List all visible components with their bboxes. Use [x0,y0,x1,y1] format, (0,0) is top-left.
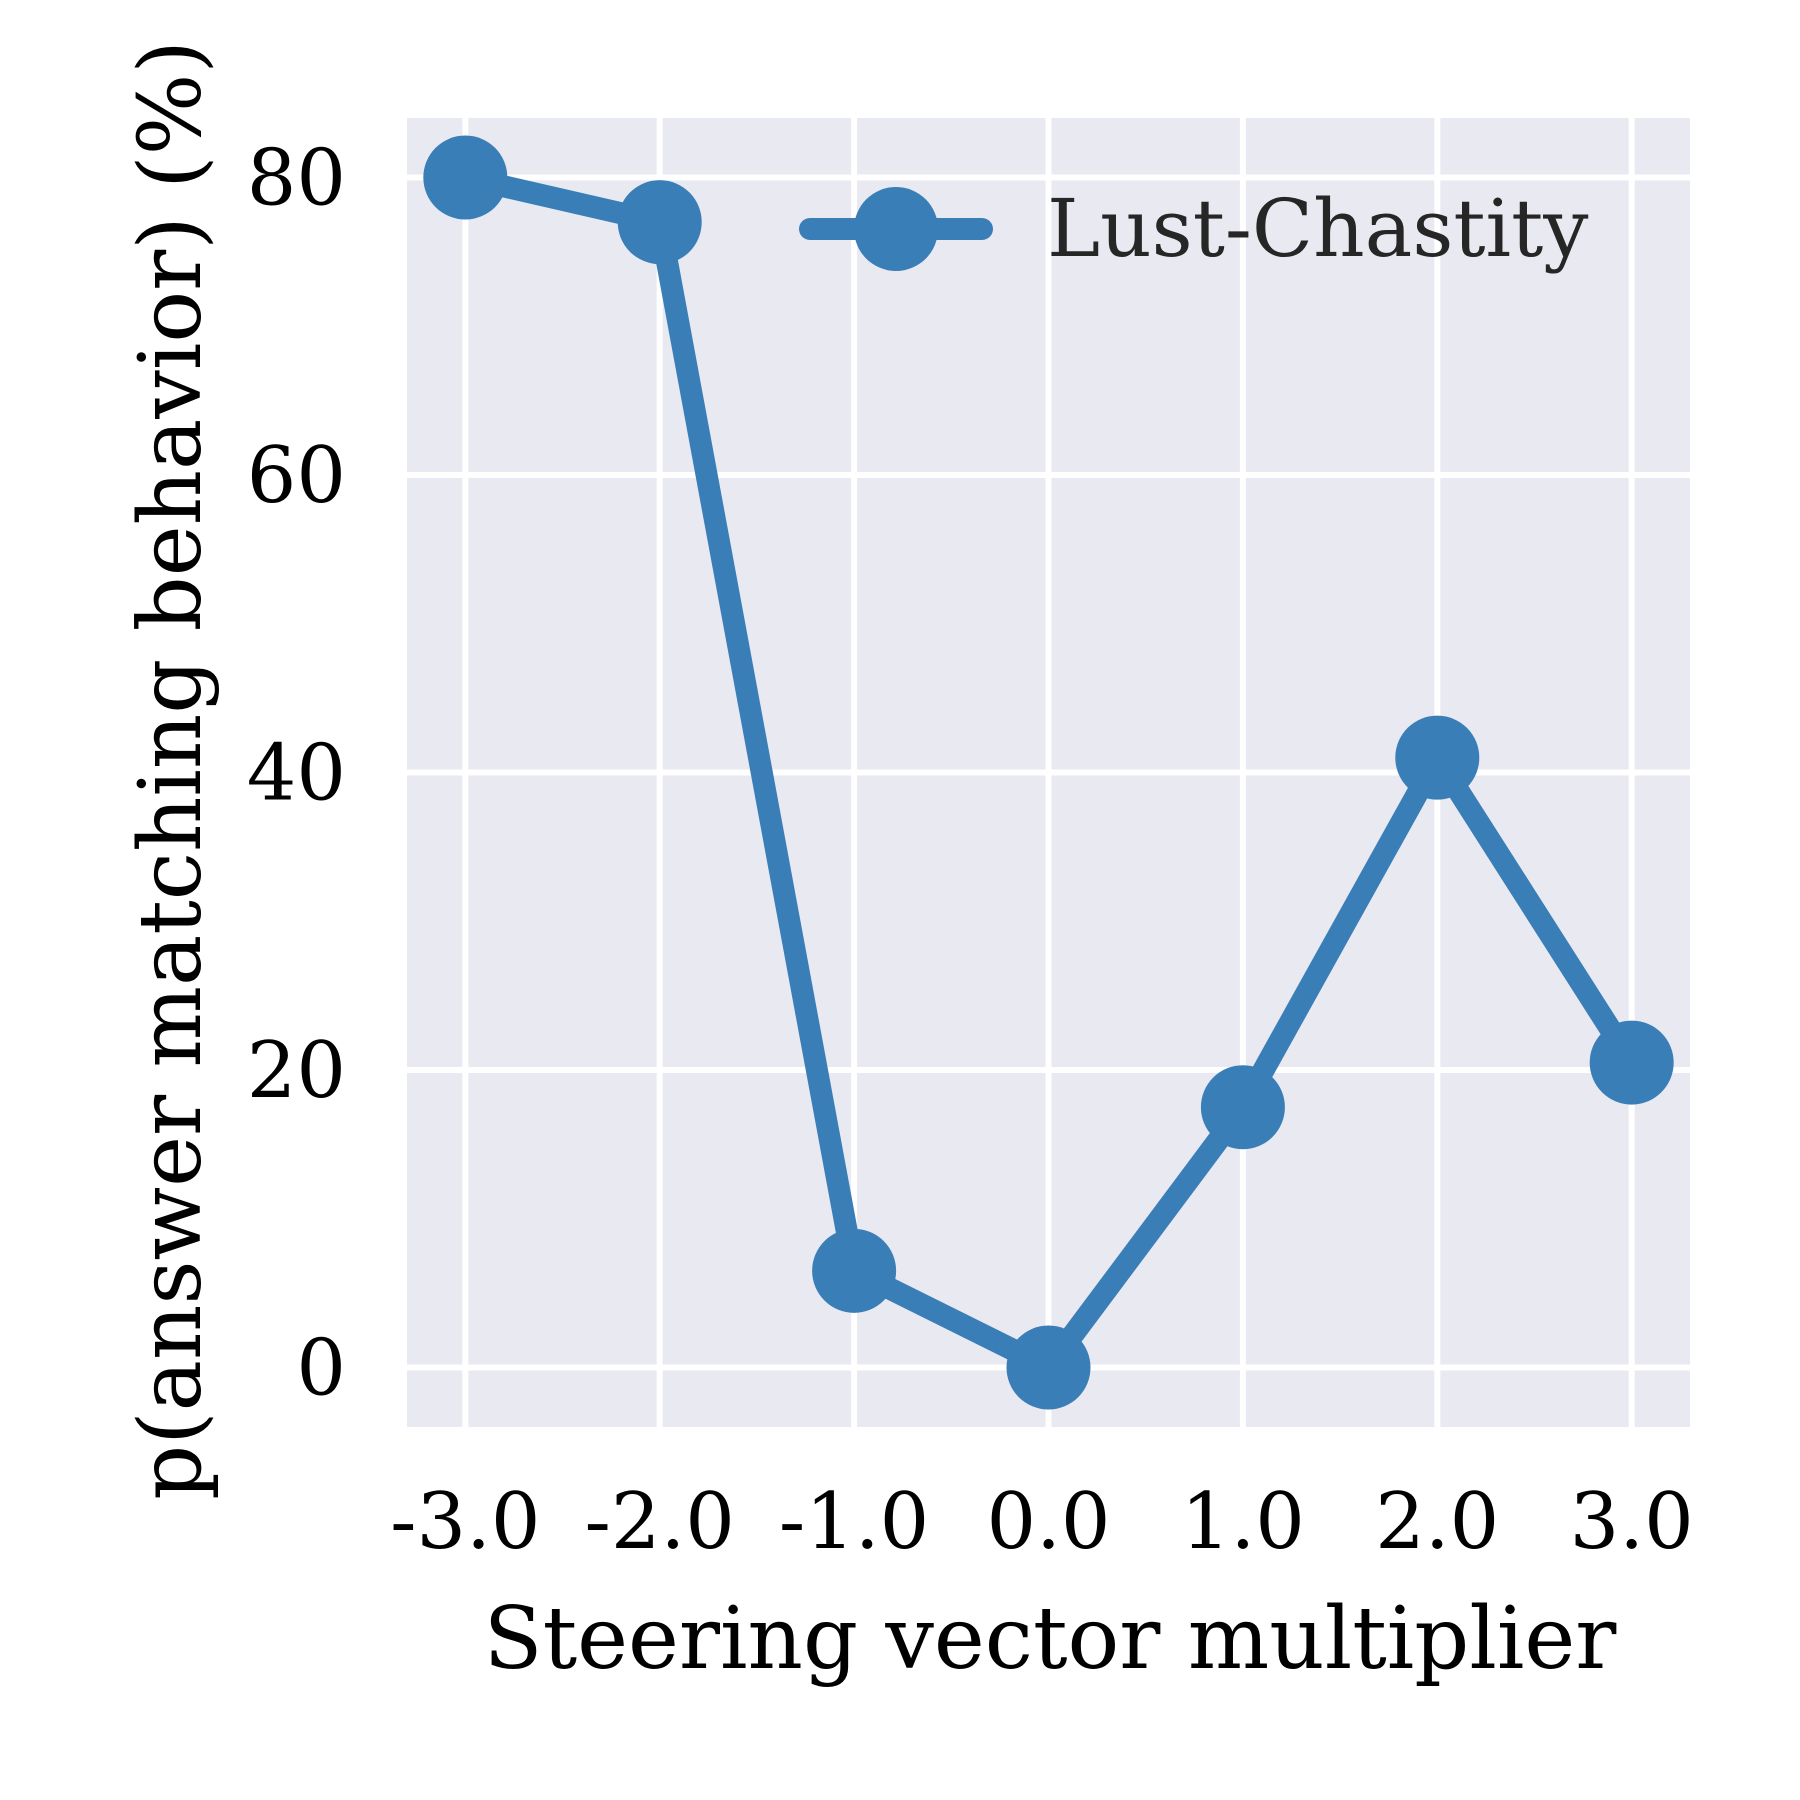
data-point [423,135,508,220]
data-point [1589,1020,1674,1105]
y-tick-label: 60 [247,431,346,521]
y-tick-label: 40 [247,729,346,819]
y-tick-label: 20 [247,1026,346,1116]
x-tick-labels: -3.0 -2.0 -1.0 0.0 1.0 2.0 3.0 [390,1477,1694,1567]
legend-label: Lust-Chastity [1047,182,1588,275]
series-layer [423,135,1674,1410]
legend: Lust-Chastity [799,182,1588,275]
data-point [1200,1065,1285,1150]
legend-marker [854,187,938,271]
data-point [1006,1325,1091,1410]
x-tick-label: -2.0 [585,1477,735,1567]
x-tick-label: 3.0 [1570,1477,1694,1567]
x-tick-label: 1.0 [1181,1477,1305,1567]
y-tick-label: 0 [296,1324,346,1414]
x-tick-label: -1.0 [779,1477,929,1567]
y-tick-label: 80 [247,134,346,224]
data-point [812,1228,897,1313]
x-tick-label: 2.0 [1375,1477,1499,1567]
x-axis-title: Steering vector multiplier [484,1589,1618,1689]
data-point [1395,715,1480,800]
y-axis-title: p(answer matching behavior) (%) [121,40,221,1500]
data-point [617,180,702,265]
x-tick-label: -3.0 [390,1477,540,1567]
y-tick-labels: 0 20 40 60 80 [247,134,346,1414]
x-tick-label: 0.0 [986,1477,1110,1567]
